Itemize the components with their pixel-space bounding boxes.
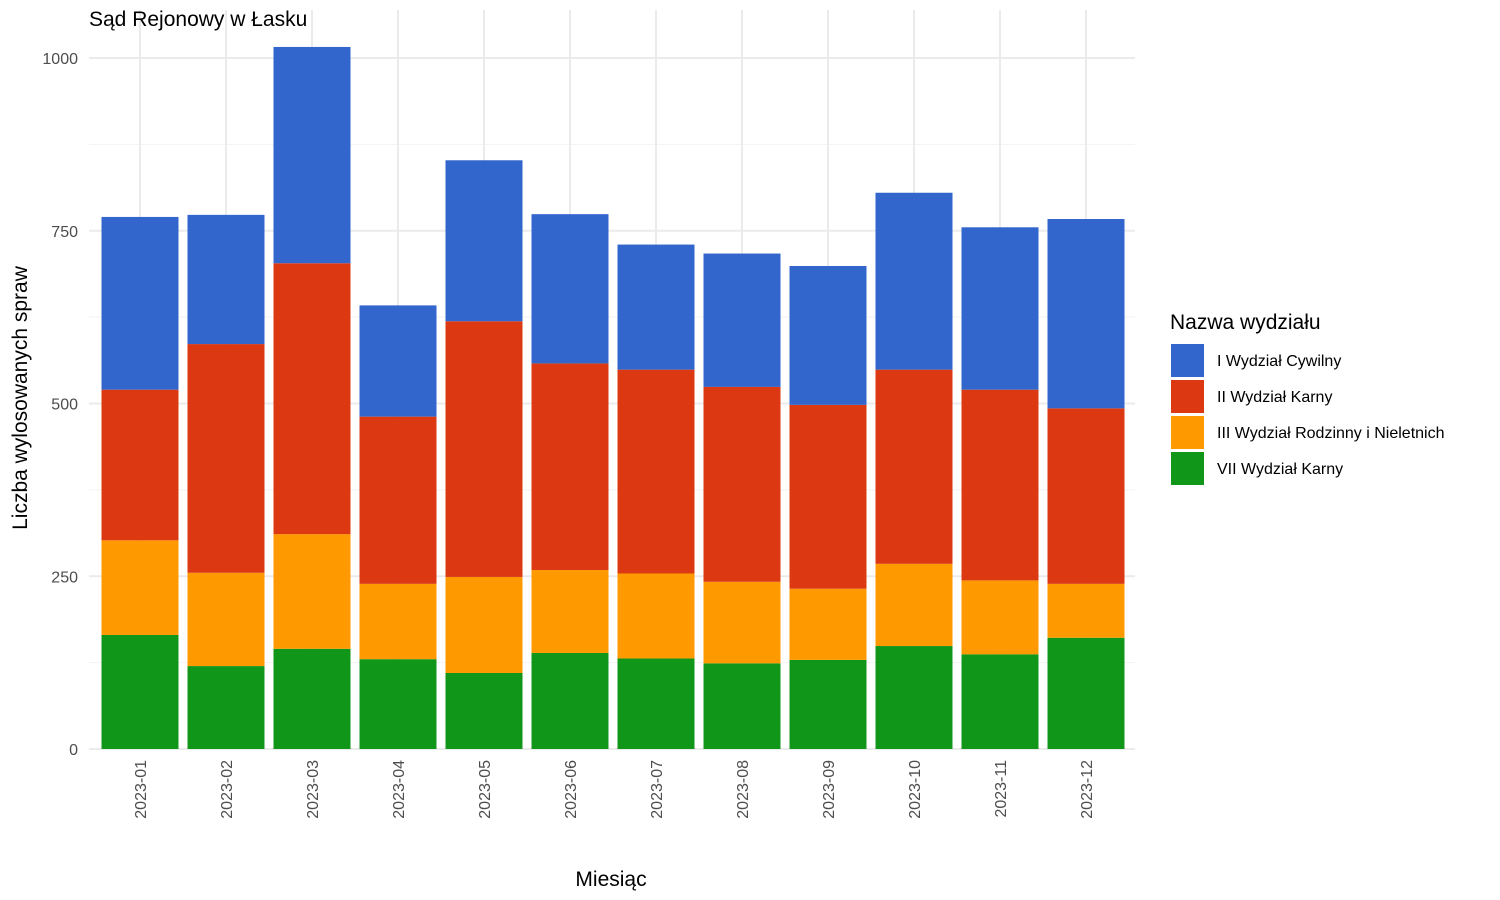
bar-segment [101, 389, 179, 541]
x-tick-label: 2023-11 [993, 760, 1010, 818]
bar-segment [789, 265, 867, 405]
bar-segment [531, 214, 609, 364]
y-tick-label: 0 [69, 742, 78, 759]
bar-segment [445, 160, 523, 322]
bar-segment [187, 214, 265, 345]
bars [101, 46, 1125, 749]
bar-segment [101, 540, 179, 635]
legend-swatch [1169, 342, 1206, 379]
x-tick-label: 2023-12 [1079, 760, 1096, 819]
bar-segment [1047, 408, 1125, 584]
bar-segment [789, 588, 867, 660]
bar-segment [187, 344, 265, 573]
bar-segment [359, 659, 437, 749]
bar-segment [1047, 637, 1125, 749]
legend-label: VII Wydział Karny [1217, 461, 1343, 478]
bar-segment [875, 192, 953, 370]
bar-segment [789, 659, 867, 749]
bar-segment [359, 416, 437, 584]
x-tick-label: 2023-01 [133, 760, 150, 819]
x-tick-label: 2023-10 [907, 760, 924, 819]
bar-segment [961, 227, 1039, 390]
bar-segment [703, 386, 781, 582]
x-tick-label: 2023-03 [305, 760, 322, 819]
y-tick-label: 500 [51, 397, 78, 414]
bar-segment [187, 572, 265, 667]
bar-segment [1047, 583, 1125, 638]
bar-segment [359, 305, 437, 417]
bar-segment [273, 648, 351, 749]
bar-segment [875, 563, 953, 647]
x-tick-label: 2023-06 [563, 760, 580, 819]
bar-segment [273, 534, 351, 649]
bar-segment [273, 263, 351, 535]
chart-title: Sąd Rejonowy w Łasku [89, 8, 307, 31]
bar-segment [445, 672, 523, 749]
bar-segment [703, 581, 781, 664]
legend-swatch [1169, 414, 1206, 451]
bar-segment [445, 576, 523, 673]
x-axis-ticks: 2023-01 2023-02 2023-03 2023-04 2023-05 2023-… [133, 760, 1096, 819]
bar-segment [961, 580, 1039, 655]
x-tick-label: 2023-08 [735, 760, 752, 819]
bar-segment [187, 666, 265, 749]
legend-label: I Wydział Cywilny [1217, 353, 1341, 370]
bar-segment [961, 389, 1039, 581]
y-axis-ticks: 0 250 500 750 1000 [42, 51, 78, 759]
bar-segment [617, 573, 695, 659]
bar-segment [273, 46, 351, 264]
bar-segment [617, 658, 695, 749]
bar-segment [703, 663, 781, 749]
y-axis-title: Liczba wylosowanych spraw [9, 265, 32, 530]
bar-segment [703, 253, 781, 387]
bar-segment [101, 634, 179, 749]
y-tick-label: 750 [51, 224, 78, 241]
x-tick-label: 2023-04 [391, 760, 408, 819]
legend-title: Nazwa wydziału [1170, 311, 1321, 334]
legend-label: II Wydział Karny [1217, 389, 1332, 406]
bar-segment [789, 404, 867, 589]
legend: Nazwa wydziału I Wydział Cywilny II Wydzi… [1169, 311, 1445, 487]
legend-swatch [1169, 450, 1206, 487]
legend-swatch [1169, 378, 1206, 415]
x-tick-label: 2023-07 [649, 760, 666, 819]
legend-label: III Wydział Rodzinny i Nieletnich [1217, 425, 1445, 442]
bar-segment [531, 570, 609, 653]
x-tick-label: 2023-02 [219, 760, 236, 819]
y-tick-label: 1000 [42, 51, 78, 68]
x-tick-label: 2023-05 [477, 760, 494, 819]
bar-segment [531, 652, 609, 749]
y-tick-label: 250 [51, 569, 78, 586]
bar-segment [445, 321, 523, 577]
bar-segment [531, 363, 609, 571]
bar-segment [617, 369, 695, 574]
bar-segment [875, 369, 953, 564]
bar-segment [961, 654, 1039, 749]
bar-segment [101, 216, 179, 390]
x-axis-title: Miesiąc [575, 868, 646, 891]
bar-segment [1047, 219, 1125, 409]
x-tick-label: 2023-09 [821, 760, 838, 819]
bar-segment [875, 646, 953, 749]
bar-segment [617, 244, 695, 370]
bar-segment [359, 583, 437, 660]
